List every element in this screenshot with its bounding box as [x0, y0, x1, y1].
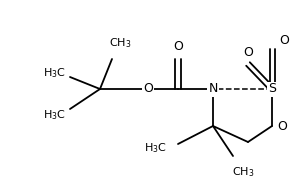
Text: CH$_3$: CH$_3$ [232, 165, 254, 179]
Text: CH$_3$: CH$_3$ [109, 36, 131, 50]
Text: O: O [243, 46, 253, 59]
Text: O: O [173, 41, 183, 54]
Text: O: O [277, 120, 287, 133]
Text: H$_3$C: H$_3$C [43, 66, 65, 80]
Text: O: O [143, 82, 153, 95]
Text: O: O [279, 35, 289, 48]
Text: H$_3$C: H$_3$C [43, 108, 65, 122]
Text: S: S [268, 82, 276, 95]
Text: H$_3$C: H$_3$C [143, 141, 167, 155]
Text: N: N [208, 82, 218, 95]
